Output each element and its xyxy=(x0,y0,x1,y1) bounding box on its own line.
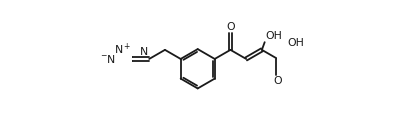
Text: O: O xyxy=(226,22,235,32)
Text: OH: OH xyxy=(287,38,304,48)
Text: N: N xyxy=(140,47,148,57)
Text: $^{-}$N: $^{-}$N xyxy=(100,53,116,65)
Text: O: O xyxy=(273,76,282,86)
Text: OH: OH xyxy=(265,31,282,41)
Text: N$^+$: N$^+$ xyxy=(115,42,132,57)
